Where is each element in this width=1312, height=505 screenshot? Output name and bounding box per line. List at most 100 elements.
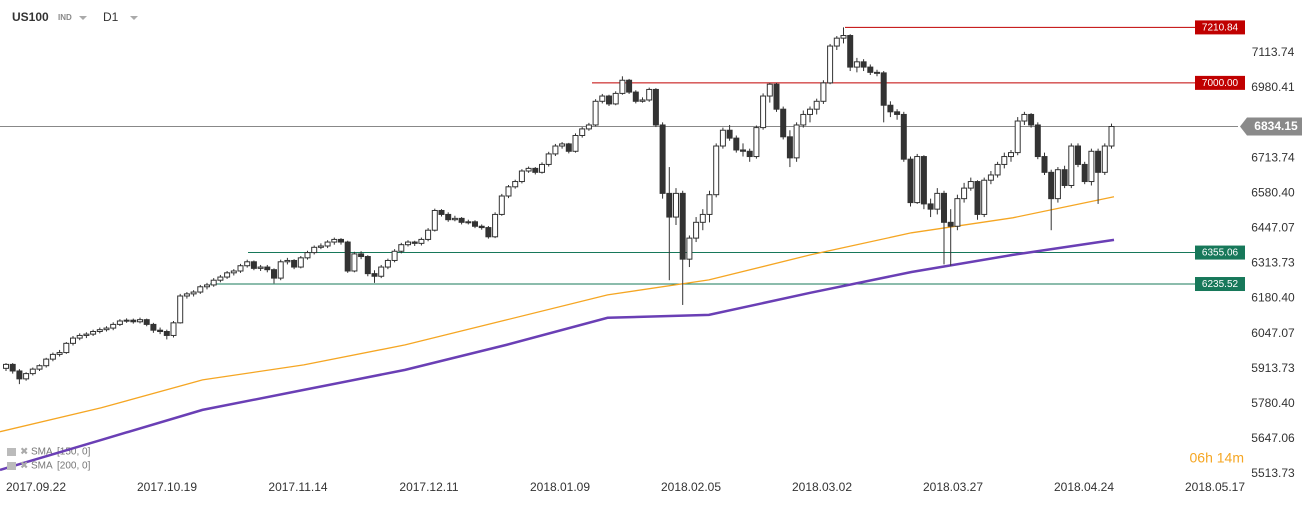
y-tick-label: 5513.73 — [1251, 466, 1295, 480]
x-tick-label: 2018.05.17 — [1185, 480, 1245, 494]
candle-body — [204, 284, 210, 288]
level-label: 7210.84 — [1202, 23, 1239, 34]
candle-body — [478, 225, 485, 229]
symbol[interactable]: US100 — [12, 10, 49, 24]
level-label: 6235.52 — [1202, 279, 1239, 290]
legend-close[interactable]: ✖ — [20, 461, 28, 472]
candle-body — [552, 145, 559, 155]
candle-body — [438, 209, 445, 215]
candle-body — [914, 156, 921, 204]
candle-body — [398, 244, 405, 252]
candle-body — [378, 266, 385, 277]
y-tick-label: 7113.74 — [1252, 45, 1295, 59]
candle-body — [599, 95, 606, 102]
candle-body — [391, 250, 398, 261]
candle-body — [1021, 113, 1028, 122]
y-tick-label: 6313.73 — [1251, 256, 1295, 270]
candle-body — [706, 194, 713, 215]
current-price-label: 6834.15 — [1254, 119, 1298, 133]
x-tick-label: 2017.10.19 — [137, 480, 197, 494]
candle-body — [867, 66, 874, 73]
candle-body — [652, 88, 659, 126]
candle-body — [143, 319, 150, 325]
candle-body — [740, 149, 746, 152]
candle-body — [49, 353, 56, 360]
candle-body — [465, 221, 472, 224]
candle-body — [920, 156, 927, 205]
candle-body — [1081, 163, 1088, 183]
candle-body — [941, 192, 947, 223]
candle-body — [887, 104, 894, 113]
candle-body — [217, 276, 224, 281]
candle-body — [364, 256, 371, 275]
candle-body — [291, 259, 298, 268]
candle-body — [29, 368, 36, 375]
candle-body — [103, 327, 110, 331]
y-tick-label: 6447.07 — [1251, 221, 1295, 235]
sma-line — [0, 196, 1115, 433]
candle-body — [150, 323, 157, 331]
y-tick-label: 6580.40 — [1251, 185, 1295, 199]
y-tick-label: 5780.40 — [1251, 396, 1295, 410]
candle-body — [3, 363, 9, 369]
dropdown-arrow[interactable] — [79, 16, 87, 20]
candle-body — [1108, 126, 1115, 147]
candle-body — [445, 213, 452, 221]
candle-body — [9, 363, 16, 372]
candle-body — [451, 217, 458, 221]
candle-body — [257, 266, 264, 269]
candle-body — [800, 113, 807, 126]
candle-body — [43, 358, 50, 367]
candle-body — [773, 83, 780, 110]
candle-body — [338, 238, 344, 243]
level-label: 7000.00 — [1202, 78, 1239, 89]
legend-icon — [7, 462, 16, 470]
dropdown-arrow[interactable] — [130, 16, 138, 20]
candle-body — [123, 319, 130, 322]
candle-body — [907, 158, 914, 204]
legend-name: SMA — [31, 461, 53, 472]
candle-body — [967, 181, 974, 189]
candle-body — [713, 145, 720, 196]
timeframe[interactable]: D1 — [103, 10, 119, 24]
candle-body — [626, 79, 633, 93]
candle-body — [900, 113, 907, 160]
candle-body — [619, 79, 626, 94]
candle-body — [632, 91, 639, 102]
candle-body — [981, 179, 988, 215]
y-tick-label: 6047.07 — [1251, 326, 1295, 340]
x-tick-label: 2017.09.22 — [6, 480, 66, 494]
candle-body — [1001, 156, 1008, 165]
candle-body — [666, 192, 673, 218]
candle-body — [110, 323, 117, 329]
candle-body — [606, 95, 612, 105]
candle-body — [1068, 145, 1075, 186]
level-label-box — [1195, 277, 1245, 292]
candle-body — [545, 153, 552, 165]
candle-body — [793, 124, 800, 159]
candle-body — [766, 83, 773, 97]
legend-icon — [7, 448, 16, 456]
level-label: 6355.06 — [1202, 248, 1239, 259]
candle-body — [230, 270, 237, 274]
candle-body — [411, 241, 418, 244]
candle-body — [847, 35, 854, 68]
candle-body — [693, 221, 700, 239]
candle-body — [559, 143, 566, 147]
candle-body — [244, 261, 251, 267]
candle-body — [987, 174, 994, 181]
legend-name: SMA — [31, 447, 53, 458]
y-tick-label: 6980.41 — [1251, 80, 1295, 94]
candle-body — [639, 99, 646, 102]
market: IND — [58, 13, 72, 22]
candle-body — [1028, 113, 1035, 126]
candle-body — [673, 192, 679, 218]
candle-body — [344, 241, 351, 272]
legend-close[interactable]: ✖ — [20, 447, 28, 458]
candle-body — [183, 293, 190, 297]
candle-body — [505, 186, 512, 197]
candle-body — [324, 241, 331, 247]
y-tick-label: 6713.74 — [1251, 150, 1295, 164]
candle-body — [116, 320, 123, 325]
